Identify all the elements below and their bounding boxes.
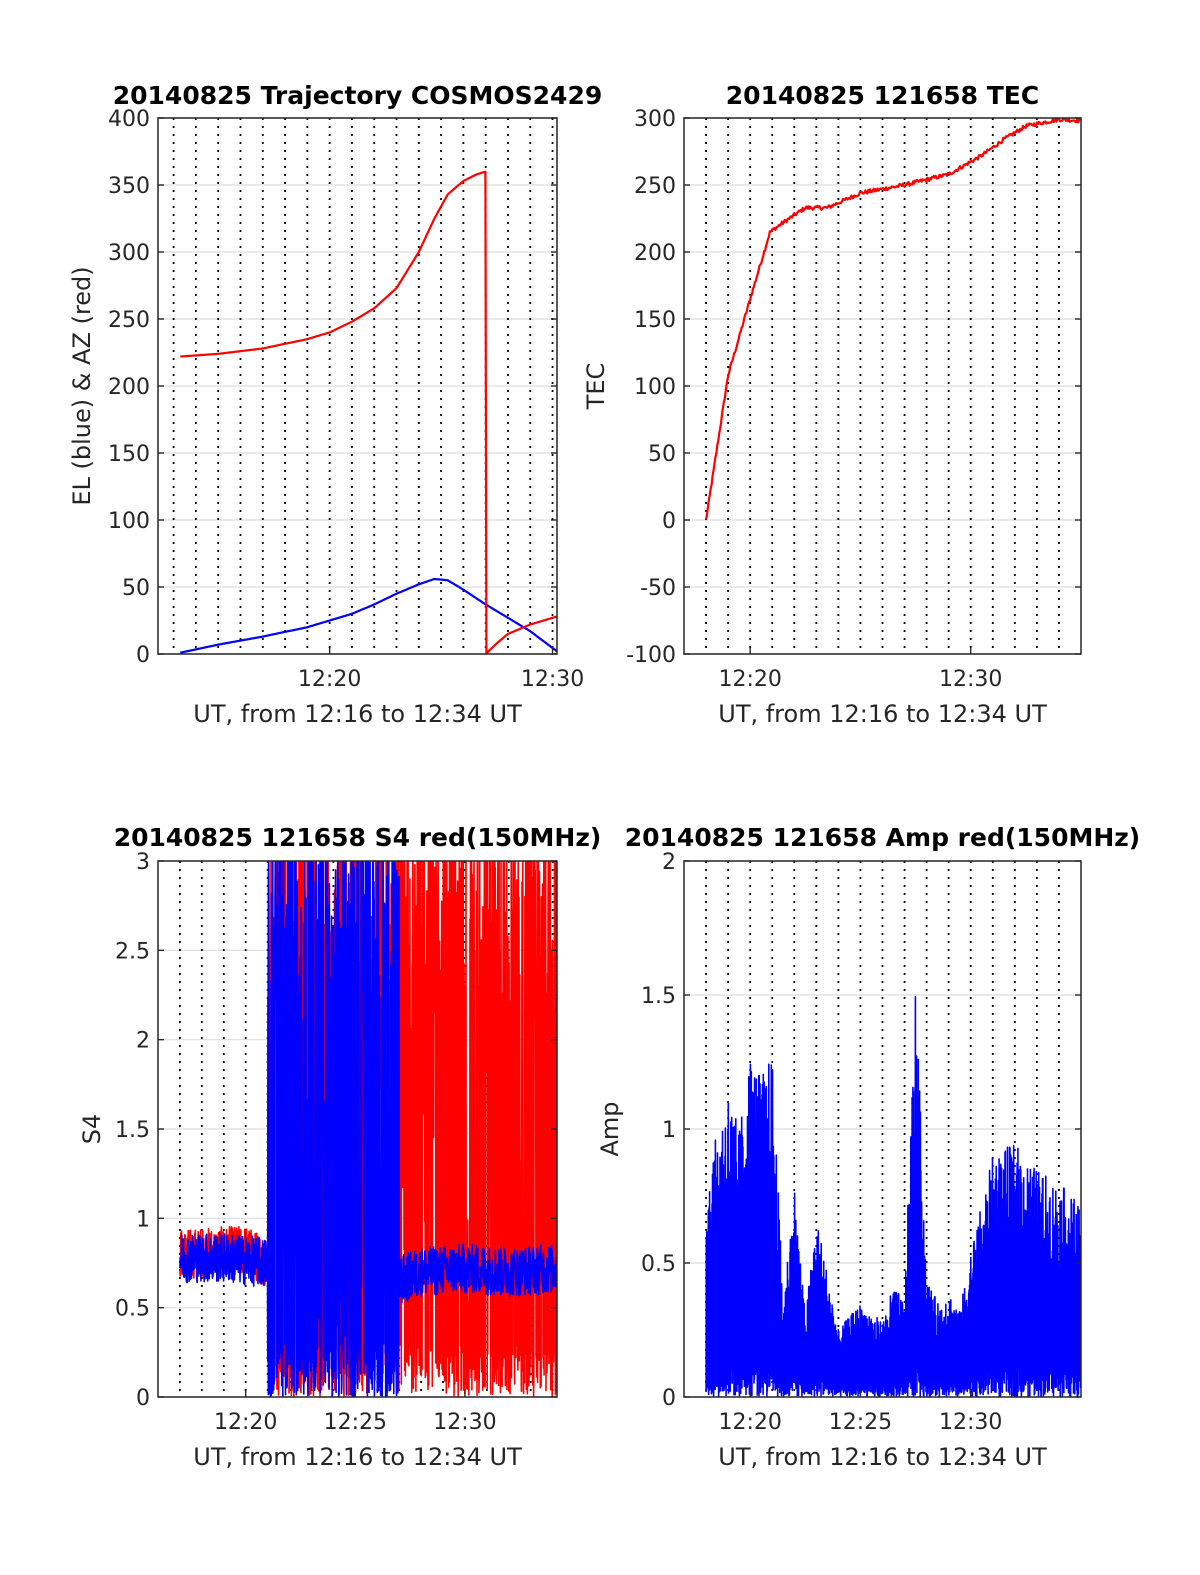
- x-tick-label: 12:20: [298, 667, 361, 692]
- y-tick-label: 0.5: [115, 1297, 150, 1322]
- x-axis-label: UT, from 12:16 to 12:34 UT: [193, 700, 522, 728]
- y-tick-label: 0.5: [641, 1252, 676, 1277]
- x-tick-label: 12:30: [939, 1410, 1002, 1435]
- x-tick-label: 12:20: [718, 667, 781, 692]
- series-line-trace-1: [705, 995, 1081, 1397]
- y-tick-label: 100: [108, 509, 150, 534]
- y-tick-label: 0: [662, 509, 676, 534]
- y-tick-label: -100: [626, 643, 676, 668]
- x-axis-label: UT, from 12:16 to 12:34 UT: [718, 1443, 1047, 1471]
- plot-area: [705, 995, 1081, 1397]
- chart-panel-4: 0 0.5 1 1.5 2 12:20 12:25 12:30 20140825 121658 …: [596, 823, 1140, 1471]
- chart-title: 20140825 121658 TEC: [726, 81, 1039, 110]
- y-tick-label: -50: [640, 576, 676, 601]
- series-line-az: [180, 170, 557, 654]
- y-tick-label: 0: [136, 643, 150, 668]
- y-tick-label: 350: [108, 174, 150, 199]
- chart-panel-3: 0 0.5 1 1.5 2 2.5 3 12:20 12:25 12:30 20140825 121…: [78, 823, 602, 1471]
- series-line-trace-2: [179, 861, 557, 1397]
- y-tick-label: 1.5: [641, 984, 676, 1009]
- chart-panel-1: 0 50 100 150 200 250 300 350 400 12:20 12:30 201408…: [68, 81, 602, 728]
- series-line-tec: [705, 118, 1081, 520]
- x-axis-label: UT, from 12:16 to 12:34 UT: [193, 1443, 522, 1471]
- y-tick-label: 250: [634, 174, 676, 199]
- y-tick-label: 100: [634, 375, 676, 400]
- chart-panel-2: -100 -50 0 50 100 150 200 250 300 12:20 12:30 20140…: [582, 81, 1082, 728]
- chart-title: 20140825 Trajectory COSMOS2429: [113, 81, 603, 110]
- chart-title: 20140825 121658 Amp red(150MHz): [625, 823, 1141, 852]
- y-tick-label: 200: [108, 375, 150, 400]
- y-tick-label: 150: [108, 442, 150, 467]
- y-tick-label: 300: [634, 107, 676, 132]
- x-tick-label: 12:30: [521, 667, 584, 692]
- y-axis-label: TEC: [582, 363, 610, 411]
- y-tick-label: 2: [136, 1029, 150, 1054]
- y-axis-label: S4: [78, 1114, 106, 1145]
- plot-area: [705, 118, 1081, 520]
- y-tick-label: 150: [634, 308, 676, 333]
- plot-area: [179, 861, 557, 1397]
- y-tick-label: 300: [108, 241, 150, 266]
- y-tick-label: 250: [108, 308, 150, 333]
- y-tick-label: 3: [136, 850, 150, 875]
- y-axis-label: EL (blue) & AZ (red): [68, 266, 96, 505]
- x-tick-label: 12:30: [433, 1410, 496, 1435]
- x-tick-label: 12:25: [829, 1410, 892, 1435]
- x-tick-label: 12:20: [718, 1410, 781, 1435]
- y-tick-label: 1: [136, 1207, 150, 1232]
- x-tick-label: 12:20: [214, 1410, 277, 1435]
- y-tick-label: 2: [662, 850, 676, 875]
- y-axis-label: Amp: [596, 1101, 624, 1156]
- y-tick-label: 400: [108, 107, 150, 132]
- y-tick-label: 50: [648, 442, 676, 467]
- series-line-el: [180, 577, 557, 654]
- x-tick-label: 12:25: [324, 1410, 387, 1435]
- y-tick-label: 1: [662, 1118, 676, 1143]
- x-tick-label: 12:30: [939, 667, 1002, 692]
- y-tick-label: 1.5: [115, 1118, 150, 1143]
- chart-title: 20140825 121658 S4 red(150MHz): [114, 823, 602, 852]
- y-tick-label: 50: [122, 576, 150, 601]
- y-tick-label: 200: [634, 241, 676, 266]
- y-tick-label: 0: [662, 1386, 676, 1411]
- y-tick-label: 0: [136, 1386, 150, 1411]
- x-axis-label: UT, from 12:16 to 12:34 UT: [718, 700, 1047, 728]
- y-tick-label: 2.5: [115, 939, 150, 964]
- plot-area: [180, 170, 557, 654]
